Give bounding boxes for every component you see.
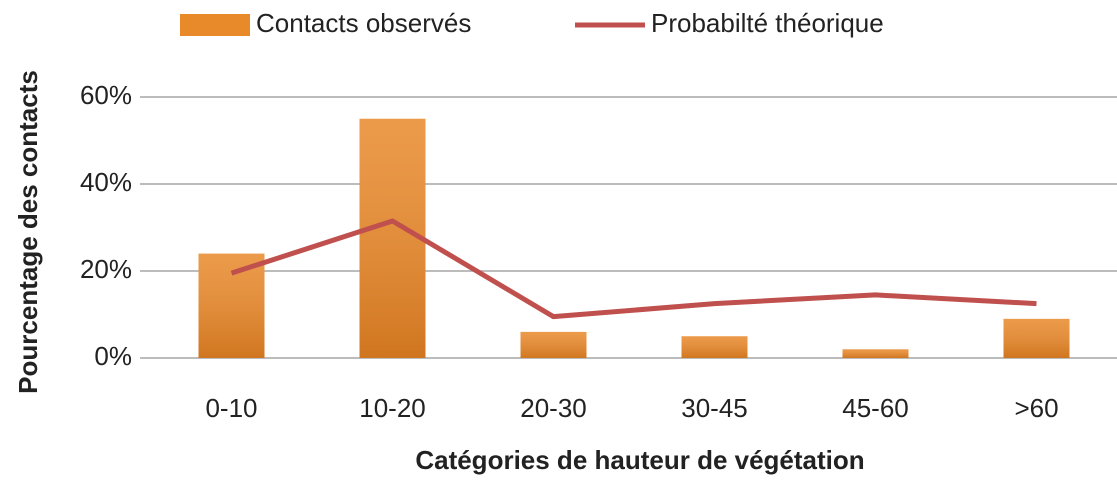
bar-shade [1003,318,1070,358]
bar-shade [198,253,265,358]
legend-label: Probabilté théorique [651,8,884,38]
y-axis-title: Pourcentage des contacts [13,70,43,394]
y-tick-label: 20% [80,254,132,284]
x-tick-label: 45-60 [842,393,909,423]
bar-shade [842,349,909,358]
bar-shade [681,336,748,358]
x-axis-title: Catégories de hauteur de végétation [415,445,864,475]
bar-shade [520,331,587,358]
line [230,218,1037,320]
y-tick-label: 40% [80,167,132,197]
legend-label: Contacts observés [256,8,471,38]
x-tick-label: 10-20 [359,393,426,423]
y-tick-label: 0% [94,341,132,371]
x-tick-label: 20-30 [520,393,587,423]
x-tick-label: 30-45 [681,393,748,423]
x-tick-label: 0-10 [205,393,257,423]
bar-shade [359,118,426,358]
legend-swatch [180,14,250,36]
x-tick-label: >60 [1014,393,1058,423]
y-tick-label: 60% [80,80,132,110]
